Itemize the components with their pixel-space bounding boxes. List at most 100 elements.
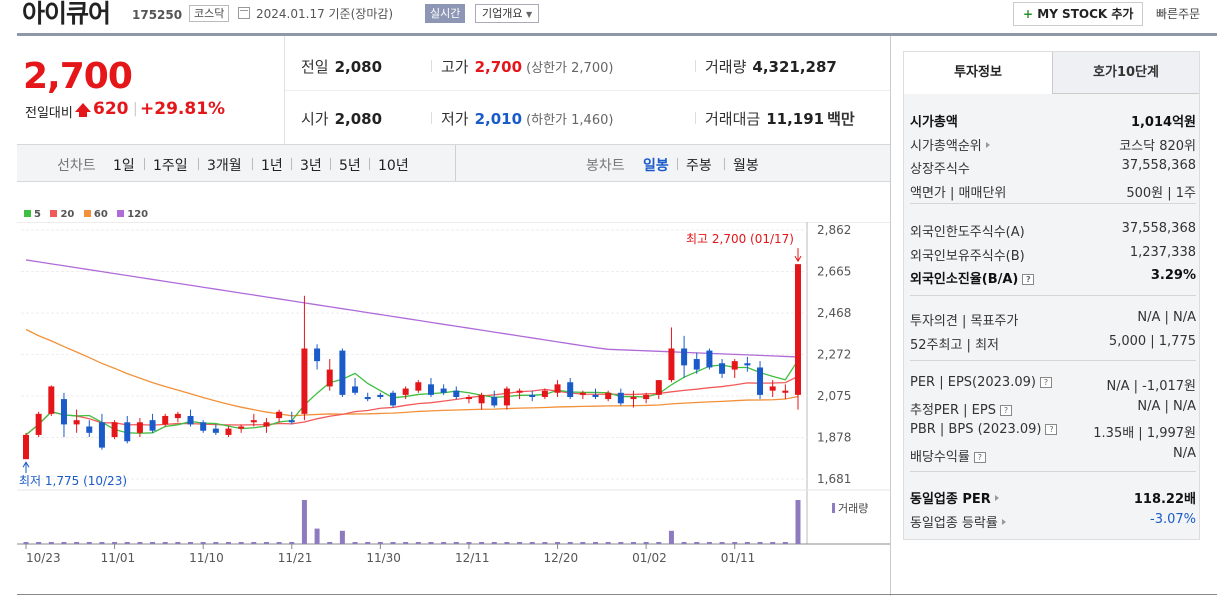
tab-investment-info[interactable]: 투자정보 [904, 52, 1053, 94]
current-price-box: 2,700 전일대비 620 | +29.81% [17, 36, 284, 144]
volume-bar [251, 542, 257, 544]
help-icon[interactable]: ? [973, 451, 986, 463]
info-label: 외국인보유주식수(B) [910, 248, 1025, 264]
realtime-button[interactable]: 실시간 [425, 4, 466, 23]
column-divider [695, 112, 696, 124]
amount-value: 11,191 [766, 110, 825, 128]
add-mystock-button[interactable]: + MY STOCK 추가 [1013, 2, 1144, 26]
change-value: 620 [93, 99, 129, 119]
info-label: 외국인한도주식수(A) [910, 225, 1025, 240]
volume-bar [124, 542, 130, 544]
volume-bar [415, 542, 421, 544]
ma60-line [25, 328, 799, 417]
low-label: 저가 [441, 110, 469, 128]
info-value: N/A | N/A [1137, 310, 1196, 325]
candle [98, 413, 105, 450]
volume-bar [668, 530, 674, 544]
legend-ma60-label: 60 [93, 209, 108, 220]
volume: 거래량 4,321,287 [705, 56, 837, 77]
x-tick-label: 11/01 [101, 551, 136, 565]
info-label: 시가총액 [910, 115, 958, 130]
volume-bar [491, 542, 497, 544]
candle-body [516, 390, 523, 393]
candle-body [529, 394, 536, 397]
period-1d[interactable]: 1일 [113, 158, 135, 174]
volume-bar [213, 542, 219, 544]
candle-body [250, 420, 257, 423]
candle-body [782, 390, 789, 393]
candle [238, 424, 245, 433]
info-row: 시가총액순위 코스닥 820위 [910, 132, 1196, 156]
help-icon[interactable]: ? [1045, 424, 1058, 435]
candle-body [769, 386, 776, 391]
candle-body [212, 428, 219, 433]
candle [301, 295, 308, 421]
info-value: N/A | N/A [1137, 398, 1196, 414]
candle-body [579, 392, 586, 395]
volume-bar [390, 542, 396, 544]
period-3y[interactable]: 3년 [300, 158, 322, 174]
candle [364, 392, 371, 402]
candle-body [149, 420, 156, 431]
candle-body [200, 422, 207, 431]
quick-order-link[interactable]: 빠른주문 [1156, 7, 1201, 21]
volume-bar [162, 542, 168, 544]
tab-order-book[interactable]: 호가10단계 [1053, 52, 1199, 94]
help-icon[interactable]: ? [999, 404, 1012, 416]
info-label: 동일업종 PER [910, 488, 999, 507]
period-3m[interactable]: 3개월 [207, 158, 242, 174]
candle-body [719, 363, 726, 374]
candle-body [339, 350, 346, 395]
candle [655, 380, 662, 400]
candlestick-chart[interactable]: 2,862 2,665 2,468 2,272 2,075 1,878 1,681 최고 2,… [17, 222, 890, 577]
candle-body [162, 415, 169, 425]
info-label: PBR | BPS (2023.09)? [910, 422, 1058, 437]
candle [174, 411, 181, 423]
period-10y[interactable]: 10년 [378, 158, 409, 174]
volume-bar [74, 542, 80, 544]
period-monthly[interactable]: 월봉 [733, 158, 759, 174]
volume-bar [314, 528, 320, 544]
info-value: 1,237,338 [1129, 244, 1196, 260]
info-row: 액면가 | 매매단위 500원 | 1주 [910, 179, 1196, 203]
candle-body [617, 392, 624, 404]
tab-group-divider [455, 145, 456, 181]
period-1w[interactable]: 1주일 [153, 158, 188, 174]
period-daily[interactable]: 일봉 [643, 158, 669, 174]
x-tick-label: 12/11 [455, 551, 490, 565]
candle-body [402, 388, 409, 395]
period-5y[interactable]: 5년 [339, 158, 361, 174]
help-icon[interactable]: ? [1039, 377, 1052, 388]
volume-bar [453, 542, 459, 544]
candle [630, 390, 637, 408]
low-price: 저가 2,010 (하한가 1,460) [441, 108, 613, 129]
period-1y[interactable]: 1년 [261, 158, 283, 174]
period-weekly[interactable]: 주봉 [686, 158, 712, 174]
max-arrow-head [794, 255, 802, 263]
candle-body [643, 394, 650, 400]
volume-bar [36, 542, 42, 544]
candle [314, 344, 321, 370]
info-row: 동일업종 등락률 -3.07% [910, 509, 1196, 533]
candle-body [567, 382, 574, 397]
chevron-right-icon[interactable] [1001, 518, 1006, 525]
candle [567, 378, 574, 400]
info-value: 1.35배 | 1,997원 [1093, 426, 1196, 441]
chevron-right-icon[interactable] [985, 141, 990, 148]
x-tick-label: 01/11 [721, 551, 756, 565]
info-row: 외국인보유주식수(B) 1,237,338 [910, 242, 1196, 266]
candle-body [326, 369, 333, 387]
x-tick-label: 01/02 [632, 551, 667, 565]
volume-bar [580, 542, 586, 544]
open-value: 2,080 [334, 110, 383, 128]
corp-overview-button[interactable]: 기업개요 ▼ [475, 4, 540, 23]
chevron-right-icon[interactable] [994, 495, 999, 501]
help-icon[interactable]: ? [1022, 274, 1035, 285]
legend-ma20: 20 [50, 209, 74, 220]
x-tick-label: 12/20 [544, 551, 579, 565]
candle [731, 359, 738, 379]
candle-body [693, 359, 700, 370]
calendar-icon [238, 7, 250, 19]
candle [592, 388, 599, 400]
candle [782, 384, 789, 400]
